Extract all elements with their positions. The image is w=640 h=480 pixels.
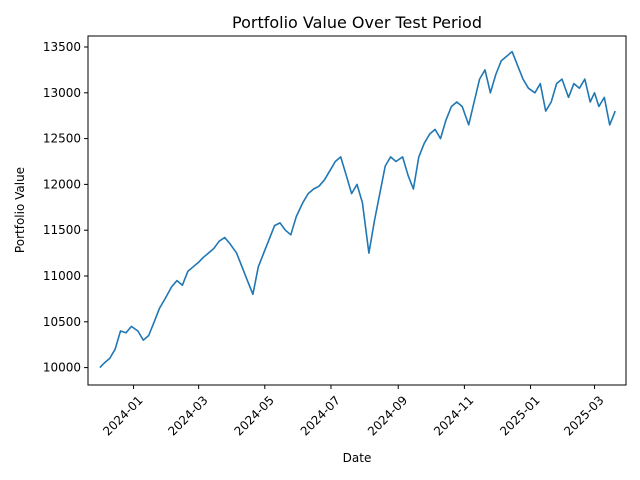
chart-title: Portfolio Value Over Test Period xyxy=(232,13,482,32)
y-tick-label: 12500 xyxy=(43,132,81,146)
y-axis: 10000 10500 11000 11500 12000 12500 13000 13500 xyxy=(43,40,88,375)
plot-area-frame xyxy=(87,35,627,386)
y-tick-label: 11500 xyxy=(43,223,81,237)
y-tick-label: 11000 xyxy=(43,269,81,283)
y-tick-label: 10500 xyxy=(43,315,81,329)
y-tick-label: 10000 xyxy=(43,361,81,375)
series-line-portfolio-value xyxy=(99,50,616,369)
y-tick-label: 13000 xyxy=(43,86,81,100)
y-tick-label: 13500 xyxy=(43,40,81,54)
y-axis-label: Portfolio Value xyxy=(13,167,27,253)
y-tick-label: 12000 xyxy=(43,177,81,191)
x-axis-label: Date xyxy=(343,451,372,465)
